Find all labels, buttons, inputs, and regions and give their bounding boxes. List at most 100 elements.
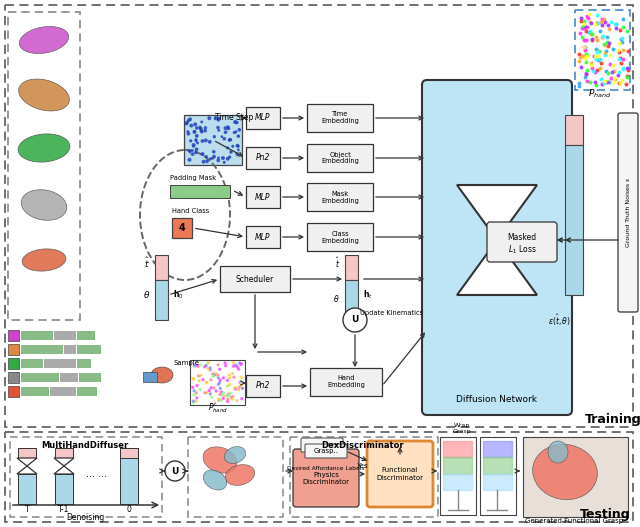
Point [188, 397, 198, 405]
Point [225, 135, 235, 144]
Point [579, 43, 589, 51]
Text: Pn2: Pn2 [256, 382, 270, 391]
Point [622, 72, 632, 80]
Point [202, 378, 212, 387]
Point [586, 19, 596, 27]
Point [236, 360, 246, 368]
Point [188, 142, 198, 151]
Point [590, 20, 600, 28]
Point [183, 128, 193, 136]
Point [590, 52, 600, 61]
Bar [55, 474, 73, 504]
Text: MultiHandDiffuser: MultiHandDiffuser [42, 441, 129, 450]
Point [191, 124, 202, 132]
Text: MLP: MLP [255, 113, 271, 122]
Point [580, 43, 590, 51]
Point [223, 390, 234, 398]
Text: Desired Affordance Labels: Desired Affordance Labels [287, 466, 365, 471]
Point [223, 397, 233, 406]
Point [584, 27, 595, 36]
Bar [246, 375, 280, 397]
Point [614, 47, 624, 56]
Point [214, 396, 224, 404]
Point [617, 76, 627, 84]
Bar [155, 280, 168, 320]
Bar [64, 345, 76, 354]
Point [622, 73, 632, 81]
Bar [8, 330, 19, 341]
Point [214, 378, 225, 387]
Bar [8, 344, 19, 355]
Point [573, 81, 584, 90]
Point [606, 17, 616, 26]
Point [190, 120, 200, 129]
FancyBboxPatch shape [422, 80, 572, 415]
Point [575, 63, 586, 71]
Point [225, 153, 235, 161]
Point [232, 141, 243, 150]
Text: Object
Embedding: Object Embedding [321, 151, 359, 164]
Point [599, 40, 609, 48]
Point [205, 376, 216, 384]
Point [189, 128, 200, 136]
Bar [18, 474, 36, 504]
Text: Update Kinematics: Update Kinematics [360, 310, 424, 316]
Point [575, 30, 585, 38]
Point [201, 378, 211, 386]
Point [596, 21, 607, 30]
Point [603, 69, 613, 77]
Point [596, 15, 607, 23]
Text: Physics
Discriminator: Physics Discriminator [303, 472, 349, 484]
Point [196, 124, 206, 133]
FancyBboxPatch shape [367, 441, 433, 507]
Point [609, 73, 620, 82]
Point [205, 138, 215, 146]
Point [214, 126, 224, 134]
Point [618, 55, 628, 64]
Point [607, 60, 618, 69]
Point [220, 392, 230, 400]
Point [202, 388, 212, 397]
Text: MLP: MLP [255, 192, 271, 201]
Point [582, 12, 592, 20]
Text: U: U [172, 466, 179, 475]
Ellipse shape [532, 444, 597, 500]
Bar [170, 185, 230, 198]
Point [585, 28, 595, 36]
Point [203, 365, 213, 373]
Point [202, 360, 212, 369]
Bar [8, 386, 19, 397]
Point [187, 147, 197, 155]
Point [196, 118, 207, 126]
Point [198, 158, 209, 166]
Point [582, 51, 593, 60]
Point [579, 43, 589, 52]
Point [600, 18, 610, 26]
Point [231, 362, 241, 370]
Point [615, 54, 625, 62]
Point [182, 118, 192, 126]
Point [586, 59, 596, 67]
Bar [77, 345, 101, 354]
Point [208, 372, 218, 380]
FancyBboxPatch shape [305, 444, 347, 458]
Point [210, 114, 220, 123]
Point [604, 39, 614, 47]
Bar [60, 373, 78, 382]
Point [609, 67, 619, 75]
Point [223, 144, 233, 152]
Bar [184, 115, 242, 165]
Point [200, 124, 211, 132]
Point [229, 373, 239, 382]
Point [191, 389, 202, 397]
Circle shape [343, 308, 367, 332]
Point [191, 394, 202, 402]
Point [193, 362, 203, 370]
Text: $P^t_{hand}$: $P^t_{hand}$ [208, 401, 228, 415]
Point [582, 23, 592, 31]
Point [597, 33, 607, 41]
Point [579, 36, 589, 45]
Text: $\hat{t}$: $\hat{t}$ [335, 256, 340, 270]
Point [214, 365, 225, 374]
Point [198, 150, 208, 159]
